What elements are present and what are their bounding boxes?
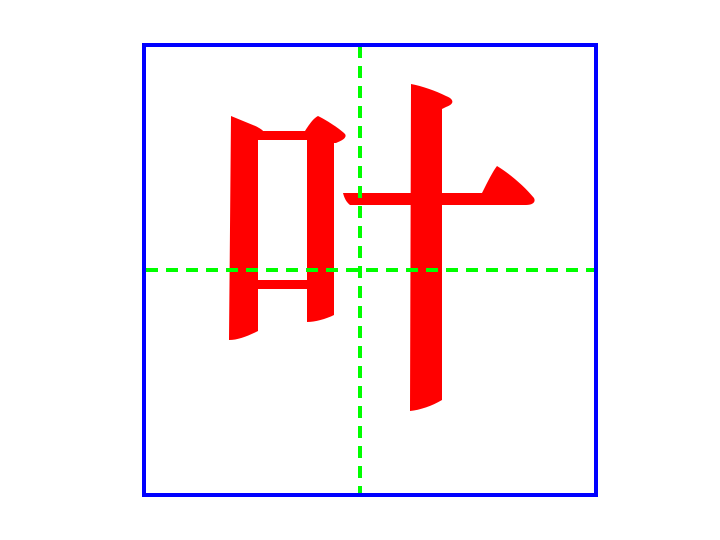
glyph-stroke-mouth-top-right (258, 116, 346, 322)
glyph-stroke-mouth-bottom (258, 280, 308, 289)
glyph-stroke-horizontal (343, 166, 535, 205)
character-glyph: 叶 (229, 84, 535, 411)
outer-frame (142, 43, 598, 497)
glyph-stroke-vertical (410, 84, 453, 411)
glyph-stroke-mouth-left (229, 116, 264, 340)
